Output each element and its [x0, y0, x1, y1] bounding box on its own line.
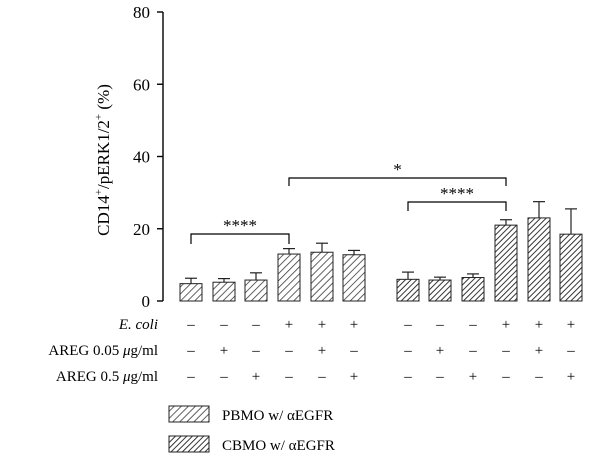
- sign-minus: –: [403, 369, 412, 385]
- sign-plus: +: [567, 317, 575, 333]
- bar-pbmo: [212, 281, 236, 302]
- bar-cbmo: [559, 233, 583, 302]
- sign-plus: +: [436, 343, 444, 359]
- bar-pbmo: [277, 253, 301, 302]
- bar-cbmo: [494, 224, 518, 302]
- sign-minus: –: [284, 369, 293, 385]
- sign-minus: –: [403, 317, 412, 333]
- sign-minus: –: [186, 343, 195, 359]
- significance-brackets: *********: [190, 160, 507, 244]
- sign-minus: –: [317, 369, 326, 385]
- condition-table: – – – + + + – – – + + + – + – – + – – + – – + – – – + – – + – – + – – +: [186, 317, 575, 385]
- sign-plus: +: [252, 369, 260, 385]
- sign-plus: +: [318, 317, 326, 333]
- sign-minus: –: [219, 369, 228, 385]
- sign-minus: –: [501, 343, 510, 359]
- sign-plus: +: [535, 343, 543, 359]
- sign-minus: –: [251, 343, 260, 359]
- legend-swatch-cbmo: [168, 435, 210, 453]
- legend: PBMO w/ αEGFR CBMO w/ αEGFR: [168, 405, 335, 454]
- sign-minus: –: [349, 343, 358, 359]
- sign-plus: +: [535, 317, 543, 333]
- bar-cbmo: [461, 277, 485, 302]
- bars: [179, 201, 583, 302]
- sign-minus: –: [435, 317, 444, 333]
- sign-plus: +: [469, 369, 477, 385]
- sign-minus: –: [501, 369, 510, 385]
- significance-bracket: [190, 233, 290, 244]
- y-ticks: 0 20 40 60 80: [133, 3, 163, 311]
- sign-plus: +: [350, 317, 358, 333]
- sign-minus: –: [186, 369, 195, 385]
- sign-minus: –: [186, 317, 195, 333]
- sign-plus: +: [350, 369, 358, 385]
- sign-minus: –: [403, 343, 412, 359]
- legend-swatch-pbmo: [168, 405, 210, 423]
- significance-label: *: [393, 160, 402, 179]
- bar-cbmo: [396, 278, 420, 302]
- sign-minus: –: [468, 343, 477, 359]
- sign-minus: –: [468, 317, 477, 333]
- sign-minus: –: [251, 317, 260, 333]
- legend-label-cbmo: CBMO w/ αEGFR: [222, 438, 335, 454]
- bar-cbmo: [527, 217, 551, 302]
- sign-plus: +: [502, 317, 510, 333]
- sign-plus: +: [318, 343, 326, 359]
- y-tick-label: 20: [133, 220, 150, 239]
- sign-minus: –: [534, 369, 543, 385]
- row-label-ecoli: E. coli: [118, 317, 158, 333]
- y-tick-label: 0: [142, 292, 151, 311]
- sign-plus: +: [220, 343, 228, 359]
- y-tick-label: 40: [133, 148, 150, 167]
- bar-pbmo: [310, 251, 334, 302]
- row-label-areg-05: AREG 0.5 μg/ml: [56, 369, 158, 385]
- sign-plus: +: [285, 317, 293, 333]
- sign-minus: –: [566, 343, 575, 359]
- sign-minus: –: [284, 343, 293, 359]
- significance-bracket: [407, 201, 507, 211]
- bar-cbmo: [428, 279, 452, 302]
- y-tick-label: 60: [133, 75, 150, 94]
- bar-pbmo: [342, 254, 366, 302]
- significance-label: ****: [223, 216, 257, 235]
- significance-label: ****: [440, 184, 474, 203]
- y-axis-label: CD14+/pERK1/2+ (%): [93, 84, 113, 236]
- significance-bracket: [288, 177, 507, 186]
- y-tick-label: 80: [133, 3, 150, 22]
- sign-plus: +: [567, 369, 575, 385]
- sign-minus: –: [219, 317, 228, 333]
- sign-minus: –: [435, 369, 444, 385]
- legend-label-pbmo: PBMO w/ αEGFR: [222, 408, 333, 424]
- bar-pbmo: [179, 283, 203, 302]
- bar-pbmo: [244, 279, 268, 302]
- row-label-areg-005: AREG 0.05 μg/ml: [48, 343, 158, 359]
